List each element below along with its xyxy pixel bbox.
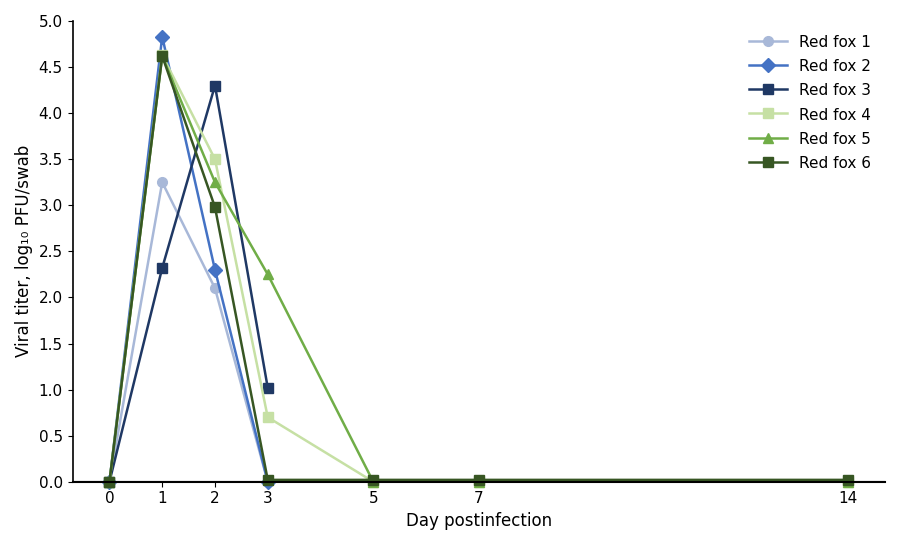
Red fox 1: [157, 179, 167, 185]
Red fox 6: [473, 477, 484, 483]
Red fox 2: [157, 33, 167, 40]
Red fox 5: [157, 53, 167, 59]
Red fox 1: [262, 479, 273, 485]
Line: Red fox 5: Red fox 5: [104, 51, 853, 487]
Red fox 4: [368, 479, 379, 485]
Line: Red fox 6: Red fox 6: [104, 51, 853, 487]
Line: Red fox 3: Red fox 3: [104, 81, 273, 487]
Red fox 3: [104, 479, 115, 485]
Legend: Red fox 1, Red fox 2, Red fox 3, Red fox 4, Red fox 5, Red fox 6: Red fox 1, Red fox 2, Red fox 3, Red fox…: [742, 29, 878, 177]
X-axis label: Day postinfection: Day postinfection: [406, 512, 552, 530]
Red fox 6: [104, 479, 115, 485]
Red fox 4: [262, 414, 273, 421]
Red fox 2: [262, 479, 273, 485]
Red fox 5: [842, 479, 853, 485]
Red fox 6: [842, 477, 853, 483]
Red fox 5: [210, 179, 220, 185]
Red fox 4: [842, 479, 853, 485]
Red fox 2: [104, 479, 115, 485]
Red fox 5: [104, 479, 115, 485]
Red fox 3: [157, 265, 167, 271]
Red fox 6: [157, 53, 167, 59]
Line: Red fox 2: Red fox 2: [104, 32, 273, 487]
Red fox 6: [262, 477, 273, 483]
Red fox 4: [104, 479, 115, 485]
Line: Red fox 1: Red fox 1: [104, 177, 273, 487]
Red fox 4: [210, 156, 220, 162]
Red fox 3: [210, 82, 220, 89]
Line: Red fox 4: Red fox 4: [104, 50, 853, 487]
Red fox 5: [262, 271, 273, 277]
Red fox 3: [262, 384, 273, 391]
Red fox 1: [210, 285, 220, 292]
Red fox 4: [473, 479, 484, 485]
Red fox 6: [368, 477, 379, 483]
Red fox 1: [104, 479, 115, 485]
Red fox 2: [210, 267, 220, 273]
Y-axis label: Viral titer, log₁₀ PFU/swab: Viral titer, log₁₀ PFU/swab: [15, 145, 33, 358]
Red fox 6: [210, 204, 220, 210]
Red fox 4: [157, 52, 167, 58]
Red fox 5: [368, 479, 379, 485]
Red fox 5: [473, 479, 484, 485]
